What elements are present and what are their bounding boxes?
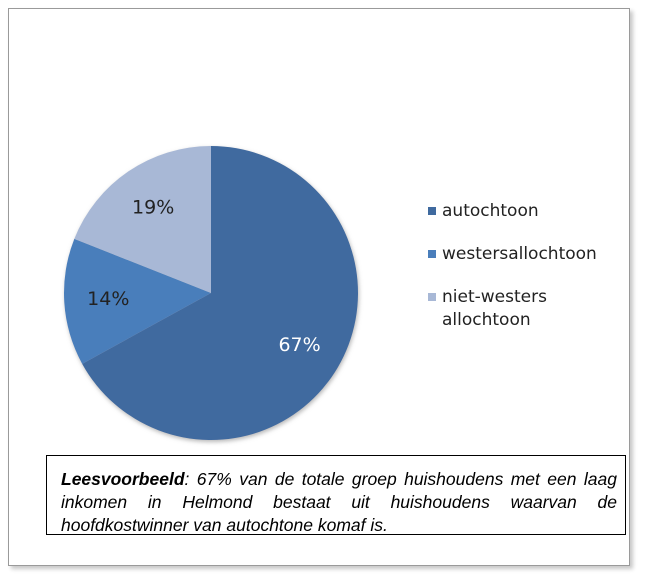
data-label: 19% [132, 196, 174, 218]
annotation-text: : 67% van de totale groep huishoudens me… [61, 469, 617, 535]
data-label: 14% [87, 288, 129, 310]
pie [64, 146, 358, 440]
legend-label: westersallochtoon [442, 244, 597, 264]
annotation-lead: Leesvoorbeeld [61, 469, 185, 489]
legend-swatch [428, 250, 436, 258]
legend-entry: westersallochtoon [428, 243, 597, 266]
legend-entry: autochtoon [428, 200, 592, 223]
pie-slice [64, 238, 212, 364]
data-label: 67% [278, 334, 320, 356]
legend-entry: niet-westers allochtoon [428, 286, 592, 332]
legend-swatch [428, 293, 436, 301]
legend: autochtoon westersallochtoon niet-westers … [428, 200, 608, 352]
annotation: Leesvoorbeeld: 67% van de totale groep h… [46, 455, 626, 535]
legend-label: autochtoon [442, 201, 539, 221]
pie-slice [74, 146, 212, 293]
pie-slice [82, 146, 358, 440]
legend-swatch [428, 207, 436, 215]
legend-label: niet-westers allochtoon [442, 287, 547, 330]
